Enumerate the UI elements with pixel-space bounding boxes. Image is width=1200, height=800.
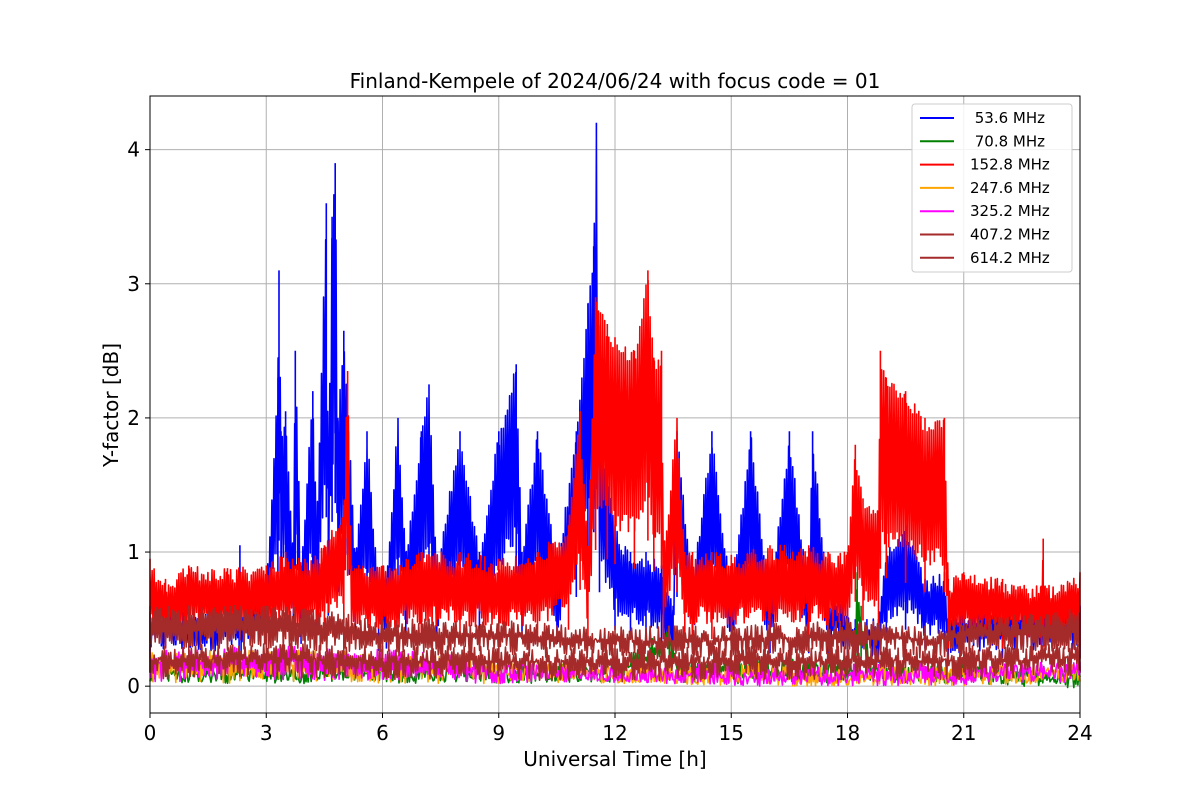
legend-label: 152.8 MHz: [970, 156, 1050, 174]
chart-title: Finland-Kempele of 2024/06/24 with focus…: [350, 69, 881, 93]
x-axis-label: Universal Time [h]: [523, 747, 706, 771]
y-tick-label: 4: [127, 138, 140, 162]
legend-label: 407.2 MHz: [970, 226, 1050, 244]
x-tick-label: 12: [602, 721, 627, 745]
y-axis-label: Y-factor [dB]: [99, 343, 123, 468]
x-tick-label: 15: [719, 721, 744, 745]
x-tick-label: 9: [492, 721, 505, 745]
legend: 53.6 MHz 70.8 MHz 152.8 MHz 247.6 MHz 325.2…: [911, 103, 1073, 273]
x-tick-label: 21: [951, 721, 976, 745]
y-tick-label: 0: [127, 674, 140, 698]
x-tick-label: 0: [144, 721, 157, 745]
series-line: [149, 270, 1081, 651]
legend-label: 614.2 MHz: [970, 249, 1050, 267]
legend-label: 53.6 MHz: [970, 109, 1045, 127]
x-tick-label: 3: [260, 721, 273, 745]
y-tick-label: 3: [127, 272, 140, 296]
x-tick-label: 18: [835, 721, 860, 745]
legend-label: 247.6 MHz: [970, 179, 1050, 197]
legend-box: [911, 103, 1073, 273]
x-tick-label: 24: [1067, 721, 1092, 745]
y-tick-label: 2: [127, 406, 140, 430]
legend-label: 325.2 MHz: [970, 202, 1050, 220]
y-tick-label: 1: [127, 540, 140, 564]
legend-label: 70.8 MHz: [970, 132, 1045, 150]
x-tick-label: 6: [376, 721, 389, 745]
